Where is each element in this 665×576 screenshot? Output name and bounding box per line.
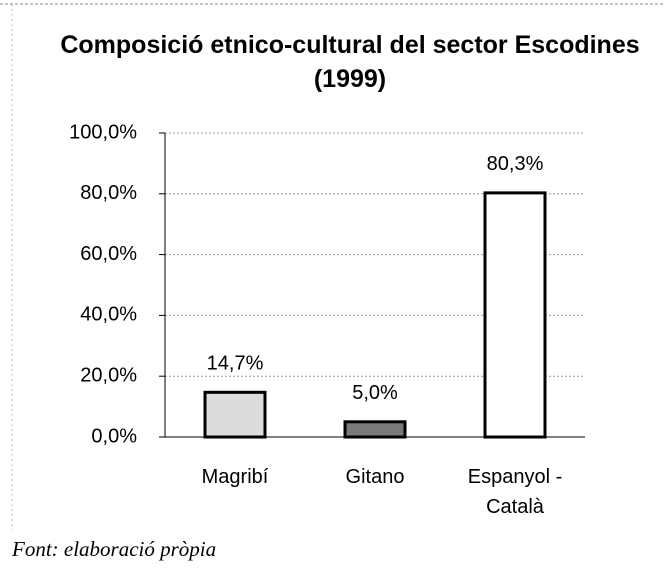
x-tick-label: Magribí [201,466,269,488]
chart-title: Composició etnico-cultural del sector Es… [60,31,640,93]
y-tick-label: 100,0% [69,121,137,143]
y-tick-label: 80,0% [80,182,137,204]
x-tick-label: Espanyol - Català [467,466,563,518]
data-label: 80,3% [487,153,544,175]
y-tick-label: 20,0% [80,364,137,386]
bar [203,390,267,439]
source-note: Font: elaboració pròpia [12,537,217,561]
y-tick-label: 40,0% [80,304,137,326]
y-tick-label: 60,0% [80,243,137,265]
data-label: 5,0% [352,382,398,404]
bar [483,191,547,439]
bar [343,420,407,439]
x-tick-label: Gitano [345,466,405,488]
y-tick-label: 0,0% [91,425,137,447]
data-label: 14,7% [207,353,264,375]
